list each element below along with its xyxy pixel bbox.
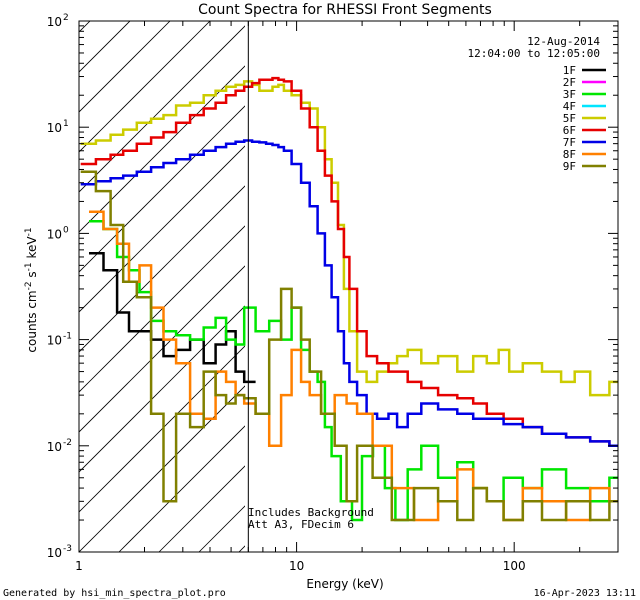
y-tick-label: 10 <box>47 121 62 135</box>
legend-label: 2F <box>563 76 576 89</box>
series-7F <box>80 139 618 448</box>
y-tick-exponent: -3 <box>63 544 72 554</box>
attenuator-hatched-region <box>0 0 245 552</box>
y-tick-label: 10 <box>47 440 62 454</box>
hatch-line <box>0 0 79 552</box>
footer-timestamp: 16-Apr-2023 13:11 <box>534 588 636 599</box>
legend-label: 4F <box>563 100 576 113</box>
y-tick-exponent: 1 <box>63 119 69 129</box>
series-9F <box>80 170 618 522</box>
hatch-line <box>0 0 119 552</box>
y-tick-label: 10 <box>47 15 62 29</box>
hatch-line <box>79 305 245 473</box>
legend-label: 9F <box>563 160 576 173</box>
footer-generated-by: Generated by hsi_min_spectra_plot.pro <box>3 588 226 599</box>
note-background: Includes Background <box>248 506 374 519</box>
hatch-line <box>79 21 211 153</box>
legend-label: 8F <box>563 148 576 161</box>
time-range-label: 12:04:00 to 12:05:00 <box>468 47 600 60</box>
x-tick-label: 100 <box>503 559 526 573</box>
x-axis-label: Energy (keV) <box>306 577 383 591</box>
hatch-line <box>79 225 245 393</box>
series-1F <box>89 252 256 384</box>
y-tick-label: 10 <box>47 334 62 348</box>
hatch-line <box>238 545 245 552</box>
legend-label: 5F <box>563 112 576 125</box>
hatch-line <box>79 105 245 273</box>
series-6F <box>80 76 618 448</box>
hatch-line <box>79 21 131 73</box>
plot-frame <box>78 20 619 553</box>
y-tick-label: 10 <box>47 546 62 560</box>
series-layer <box>80 76 618 522</box>
y-tick-exponent: 2 <box>63 13 69 23</box>
hatch-line <box>79 65 245 233</box>
legend-label: 7F <box>563 136 576 149</box>
hatch-line <box>79 185 245 353</box>
y-tick-exponent: -1 <box>63 332 72 342</box>
hatch-line <box>79 345 245 513</box>
hatch-line <box>118 425 245 552</box>
legend-label: 6F <box>563 124 576 137</box>
hatch-line <box>79 385 245 552</box>
chart-title: Count Spectra for RHESSI Front Segments <box>198 2 492 18</box>
date-label: 12-Aug-2014 <box>527 35 600 48</box>
x-tick-label: 1 <box>75 559 83 573</box>
y-tick-exponent: -2 <box>63 438 72 448</box>
y-tick-label: 10 <box>47 227 62 241</box>
y-tick-exponent: 0 <box>63 225 69 235</box>
y-axis-label: counts cm-2 s-1 keV-1 <box>24 227 39 352</box>
hatch-line <box>79 25 245 193</box>
note-attenuator: Att A3, FDecim 6 <box>248 518 354 531</box>
legend-label: 3F <box>563 88 576 101</box>
hatch-line <box>79 145 245 313</box>
x-tick-label: 10 <box>289 559 304 573</box>
legend-label: 1F <box>563 64 576 77</box>
hatch-line <box>79 21 171 113</box>
